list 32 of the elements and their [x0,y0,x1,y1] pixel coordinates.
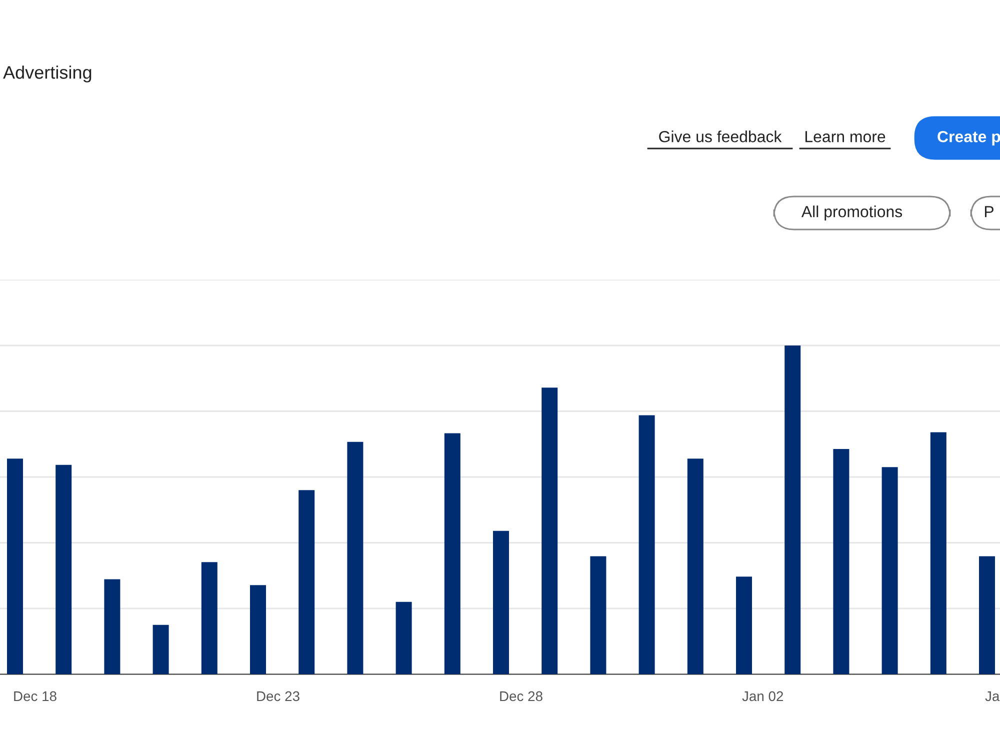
bar [396,602,412,674]
bar [7,458,23,674]
x-tick-label: Dec 18 [14,691,56,702]
x-tick-label: Jan 02 [742,691,784,702]
chart-title: Advertising [3,66,92,82]
bar [347,442,364,674]
text: Create p [938,130,1000,146]
bar [736,576,752,674]
bar [444,433,460,674]
bar [833,449,850,674]
bar [882,467,898,674]
bar [152,624,169,674]
bar [590,556,606,674]
bar [638,415,655,674]
text: All promotions [801,206,902,220]
bar [201,562,218,674]
bar [298,490,315,674]
x-tick-label: Ja [985,691,1000,702]
bar [56,464,72,674]
bar [493,530,509,674]
text: Give us feedback [659,130,782,142]
bar [542,388,558,674]
x-tick-label: Dec 28 [500,691,542,702]
text: Learn more [805,131,886,142]
bar [784,346,801,674]
bar [930,432,946,674]
bar [979,556,995,674]
text: P [984,206,994,218]
bar [687,458,704,674]
bar [250,585,266,674]
x-tick-label: Dec 23 [257,691,300,702]
bar [104,579,120,674]
